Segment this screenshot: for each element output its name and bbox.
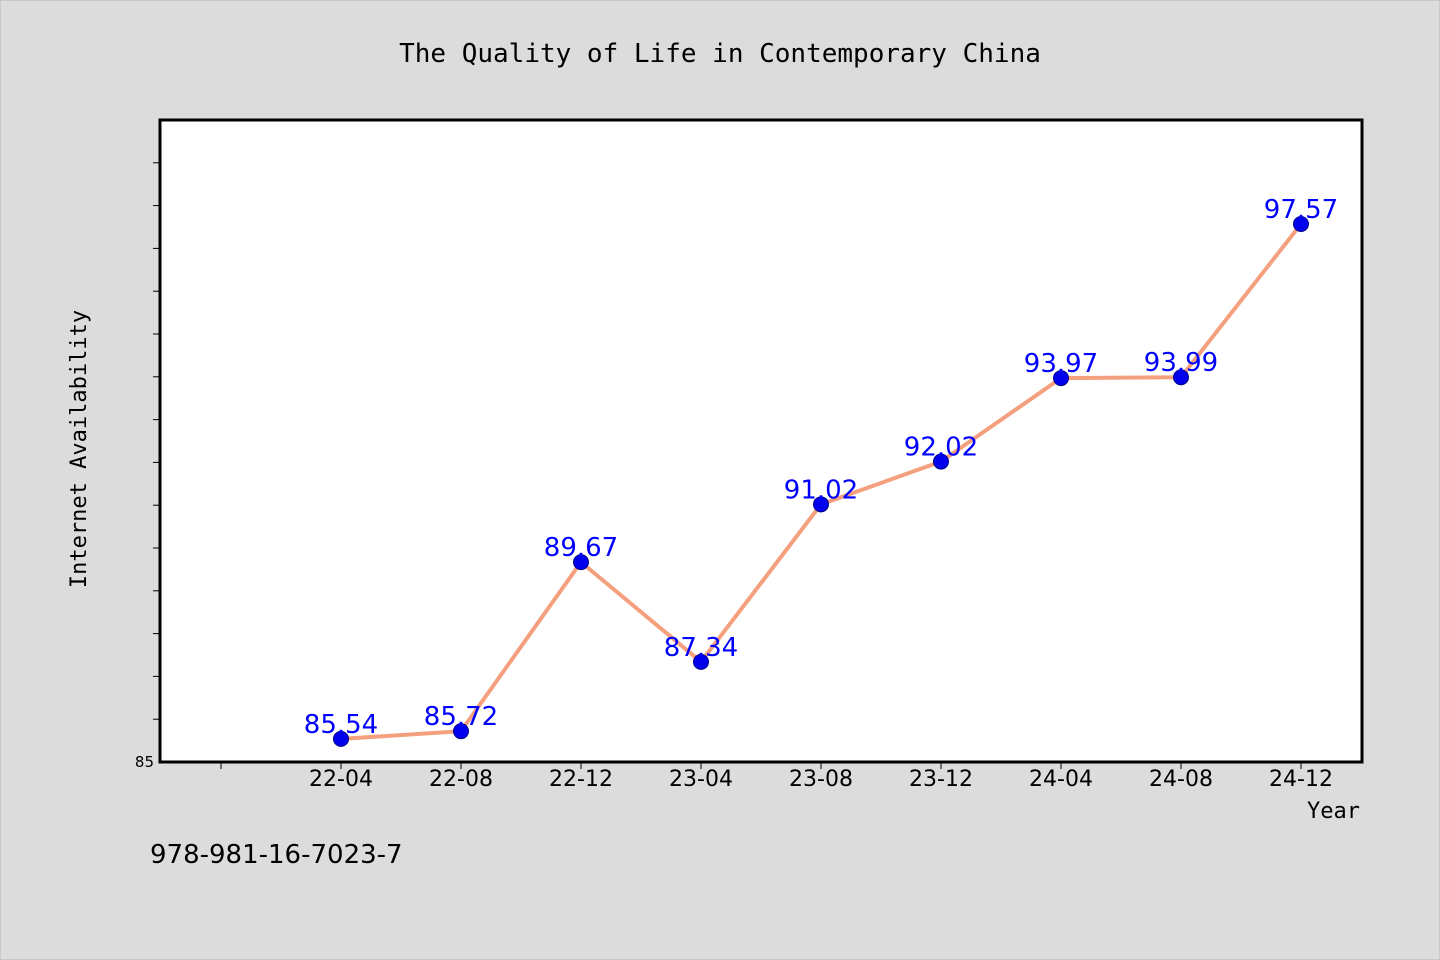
x-tick-label: 23-12 [909, 767, 973, 792]
y-axis-label: Internet Availability [67, 310, 92, 588]
y-axis-ticks: 85 [135, 162, 160, 771]
x-tick-label: 23-08 [789, 767, 853, 792]
data-point [1053, 370, 1069, 387]
x-tick-label: 24-12 [1269, 767, 1333, 792]
data-label: 85.72 [424, 702, 498, 732]
x-axis-ticks: 22-04 22-08 22-12 23-04 23-08 23-12 24-04 24-08… [220, 762, 1333, 792]
plot-area [158, 118, 1364, 764]
data-label: 93.97 [1024, 349, 1098, 379]
data-point [453, 723, 469, 740]
data-point [573, 554, 589, 571]
x-tick-label: 24-04 [1029, 767, 1093, 792]
data-point [813, 496, 829, 513]
data-point [933, 453, 949, 470]
x-tick-label: 23-04 [669, 767, 733, 792]
x-axis-label: Year [1307, 799, 1360, 824]
data-markers [333, 216, 1309, 747]
y-tick-label: 85 [135, 753, 154, 771]
data-point [333, 730, 349, 747]
data-point [1173, 369, 1189, 386]
isbn-footer: 978-981-16-7023-7 [150, 840, 403, 870]
data-label: 93.99 [1144, 348, 1218, 378]
data-point [693, 653, 709, 670]
data-point [1293, 216, 1309, 233]
data-label: 87.34 [664, 633, 738, 663]
chart-title: The Quality of Life in Contemporary Chin… [399, 39, 1041, 69]
data-label: 91.02 [784, 475, 858, 505]
x-tick-label: 22-04 [309, 767, 373, 792]
x-tick-label: 22-08 [429, 767, 493, 792]
data-labels: 85.54 85.72 89.67 87.34 91.02 92.02 93.97 93.99… [304, 195, 1338, 740]
data-label: 85.54 [304, 710, 378, 740]
data-label: 92.02 [904, 433, 978, 463]
data-label: 89.67 [544, 533, 618, 563]
x-tick-label: 22-12 [549, 767, 613, 792]
data-label: 97.57 [1264, 195, 1338, 225]
x-tick-label: 24-08 [1149, 767, 1213, 792]
